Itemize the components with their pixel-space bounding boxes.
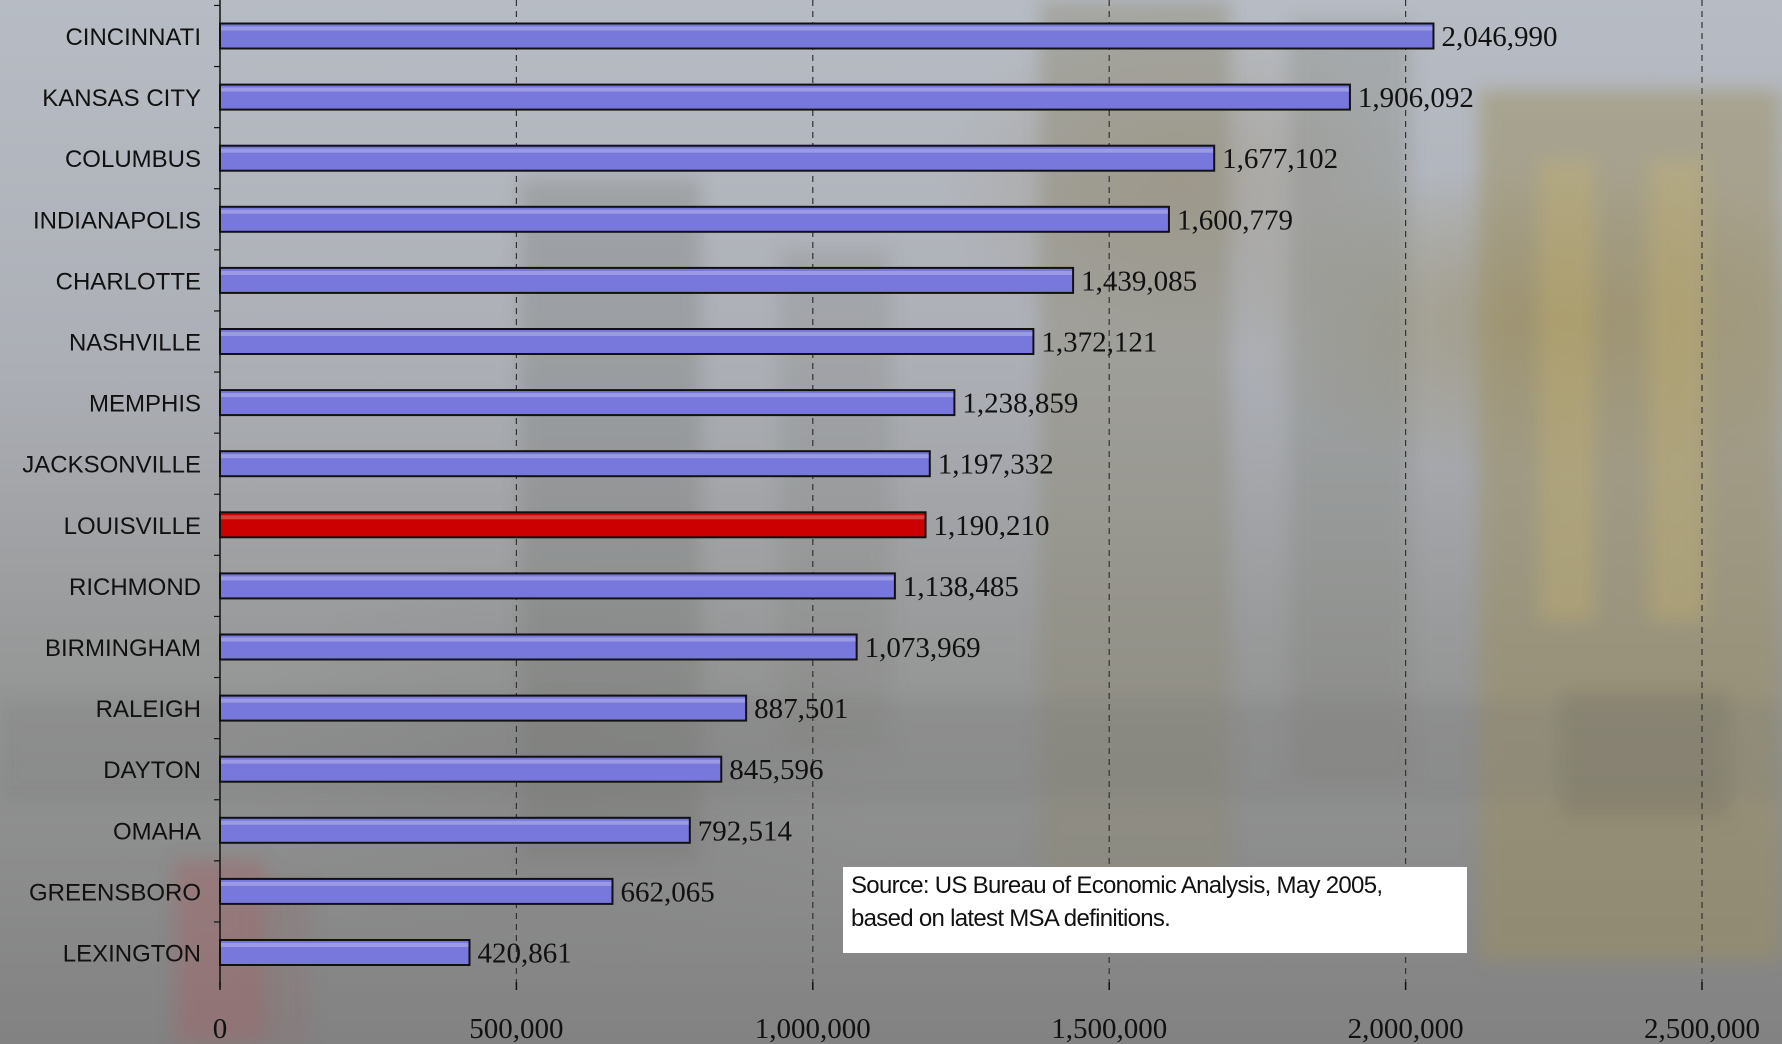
bar-highlight-strip-15 — [221, 943, 469, 947]
value-label-5: 1,372,121 — [1041, 327, 1157, 359]
bar-lexington — [219, 939, 471, 966]
category-label-5: NASHVILLE — [69, 330, 201, 357]
bar-kansas-city — [219, 83, 1351, 111]
bar-highlight-strip-2 — [221, 148, 1214, 153]
bar-nashville — [219, 328, 1035, 355]
value-label-14: 662,065 — [620, 876, 714, 908]
bar-indianapolis — [219, 205, 1170, 233]
x-tick-label-1: 500,000 — [469, 1013, 563, 1044]
bar-birmingham — [219, 633, 858, 661]
bars — [219, 22, 1435, 966]
value-label-0: 2,046,990 — [1441, 21, 1557, 53]
category-label-0: CINCINNATI — [65, 24, 201, 51]
value-label-15: 420,861 — [477, 938, 571, 970]
value-label-13: 792,514 — [698, 815, 793, 847]
category-label-2: COLUMBUS — [65, 146, 201, 173]
value-label-8: 1,190,210 — [934, 510, 1050, 542]
bar-cincinnati — [219, 22, 1435, 50]
category-label-8: LOUISVILLE — [64, 513, 201, 540]
bar-memphis — [219, 389, 956, 417]
category-label-12: DAYTON — [103, 757, 201, 784]
x-tick-label-5: 2,500,000 — [1644, 1013, 1760, 1044]
bar-highlight-strip-9 — [221, 576, 894, 581]
bar-richmond — [219, 572, 896, 600]
bar-columbus — [219, 144, 1216, 172]
value-label-3: 1,600,779 — [1177, 204, 1293, 236]
value-label-11: 887,501 — [754, 693, 848, 725]
bar-highlight-strip-1 — [221, 87, 1349, 92]
source-note-line-1: Source: US Bureau of Economic Analysis, … — [851, 872, 1383, 899]
bar-highlight-strip-5 — [221, 332, 1033, 336]
bar-dayton — [219, 755, 723, 783]
category-label-15: LEXINGTON — [63, 941, 201, 968]
bar-omaha — [219, 816, 691, 844]
bar-highlight-strip-3 — [221, 209, 1168, 214]
category-label-14: GREENSBORO — [29, 879, 201, 906]
value-label-1: 1,906,092 — [1358, 82, 1474, 114]
bar-highlight-strip-14 — [221, 881, 612, 886]
bar-highlight-strip-6 — [221, 393, 954, 398]
value-label-12: 845,596 — [729, 754, 823, 786]
bar-charlotte — [219, 266, 1075, 294]
bar-louisville — [219, 511, 927, 539]
category-label-11: RALEIGH — [96, 696, 201, 723]
x-tick-label-0: 0 — [213, 1013, 228, 1044]
value-label-10: 1,073,969 — [865, 632, 981, 664]
x-tick-label-4: 2,000,000 — [1348, 1013, 1464, 1044]
bar-highlight-strip-0 — [221, 26, 1433, 31]
bar-highlight-strip-7 — [221, 454, 929, 459]
bar-highlight-strip-8 — [221, 515, 925, 520]
value-label-9: 1,138,485 — [903, 571, 1019, 603]
bar-highlight-strip-4 — [221, 270, 1073, 275]
category-label-7: JACKSONVILLE — [22, 452, 201, 479]
value-label-2: 1,677,102 — [1222, 143, 1338, 175]
source-note-line-2: based on latest MSA definitions. — [851, 905, 1171, 932]
source-note: Source: US Bureau of Economic Analysis, … — [843, 867, 1467, 953]
value-label-6: 1,238,859 — [962, 388, 1078, 420]
bar-highlight-strip-12 — [221, 759, 721, 764]
category-label-6: MEMPHIS — [89, 391, 201, 418]
category-label-1: KANSAS CITY — [42, 85, 201, 112]
labels: 0 500,000 1,000,000 1,500,000 2,000,000 2,500… — [22, 21, 1760, 1044]
x-tick-label-3: 1,500,000 — [1051, 1013, 1167, 1044]
bar-raleigh — [219, 694, 748, 722]
bar-jacksonville — [219, 450, 931, 478]
bar-highlight-strip-10 — [221, 637, 856, 642]
x-tick-label-2: 1,000,000 — [755, 1013, 871, 1044]
category-label-10: BIRMINGHAM — [45, 635, 201, 662]
bar-highlight-strip-11 — [221, 698, 746, 703]
category-label-13: OMAHA — [113, 818, 201, 845]
bar-greensboro — [219, 877, 614, 905]
value-label-7: 1,197,332 — [938, 449, 1054, 481]
category-label-9: RICHMOND — [69, 574, 201, 601]
value-label-4: 1,439,085 — [1081, 265, 1197, 297]
bar-highlight-strip-13 — [221, 820, 689, 825]
category-label-4: CHARLOTTE — [56, 268, 201, 295]
category-label-3: INDIANAPOLIS — [33, 207, 201, 234]
